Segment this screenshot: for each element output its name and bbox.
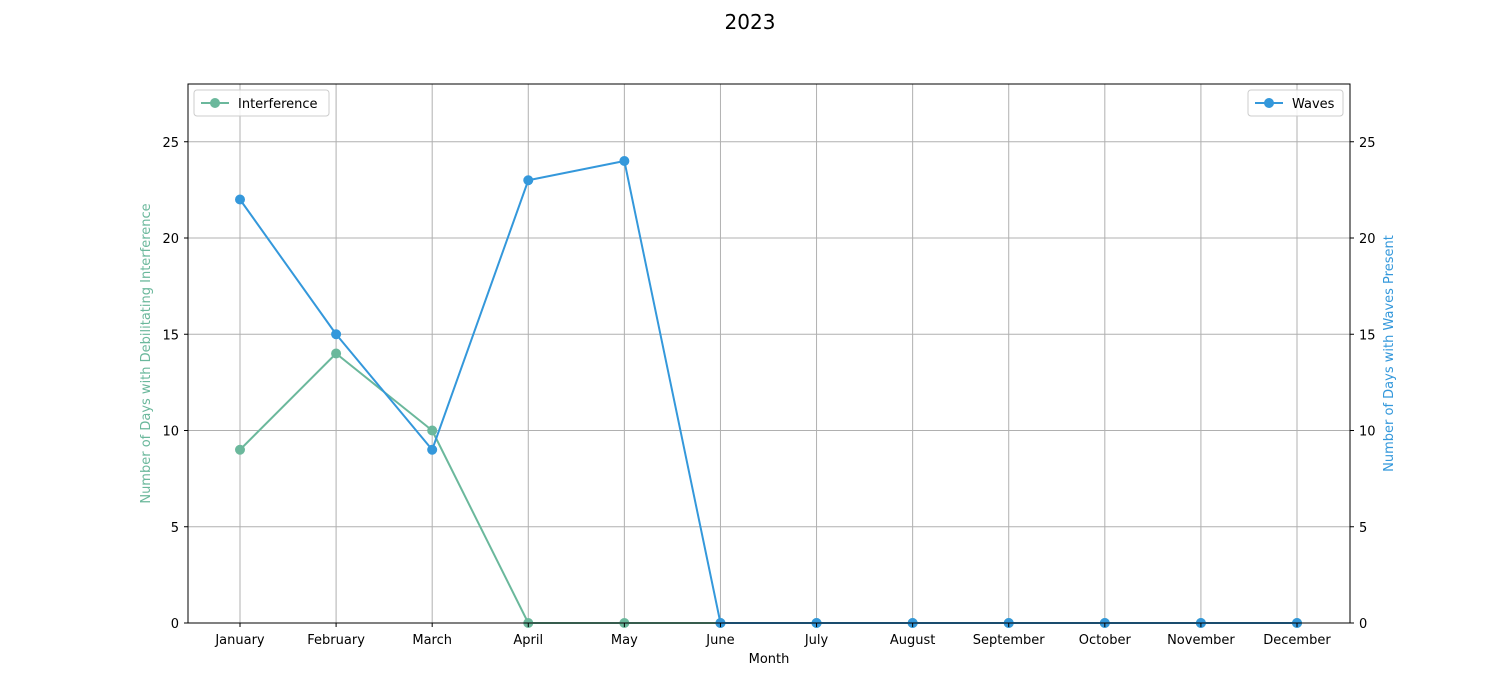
series-layer (235, 156, 1302, 628)
legend-box (1247, 89, 1344, 117)
data-point-waves (235, 194, 245, 205)
data-point-waves (523, 175, 534, 186)
data-point-waves (427, 444, 438, 455)
legend-label: Waves (1292, 97, 1335, 112)
y-tick-label-left: 25 (162, 136, 179, 151)
grid (188, 84, 1350, 623)
legend-marker (1264, 98, 1274, 108)
y-tick-label-left: 20 (162, 232, 179, 247)
x-tick-label: August (890, 633, 936, 648)
y-tick-label-right: 25 (1359, 136, 1376, 151)
x-tick-label: October (1079, 633, 1132, 648)
x-tick-label: June (705, 633, 734, 648)
data-point-interference (427, 425, 438, 436)
x-tick-label: May (611, 633, 638, 648)
axis-ticks: January February March April May June July Augu… (162, 136, 1375, 648)
x-tick-label: July (804, 633, 829, 648)
legend-waves: Waves (1247, 89, 1344, 117)
data-point-interference (331, 348, 342, 359)
y-tick-label-left: 0 (171, 617, 179, 632)
y-tick-label-right: 10 (1359, 425, 1376, 440)
y-axis-label-right: Number of Days with Waves Present (1382, 235, 1397, 472)
y-tick-label-right: 0 (1359, 617, 1367, 632)
y-tick-label-right: 20 (1359, 232, 1376, 247)
x-axis-label: Month (749, 652, 790, 667)
x-tick-label: April (513, 633, 543, 648)
x-tick-label: January (214, 633, 265, 648)
y-tick-label-left: 5 (171, 521, 179, 536)
x-tick-label: November (1167, 633, 1235, 648)
data-point-interference (235, 444, 245, 455)
plot-area-frame (187, 83, 1351, 624)
data-point-waves (619, 156, 630, 166)
legend-label: Interference (238, 97, 318, 112)
series-waves (235, 156, 1302, 628)
x-tick-label: February (307, 633, 365, 648)
series-line-waves (239, 160, 1297, 624)
series-line-interference (239, 352, 1297, 624)
x-tick-label: December (1263, 633, 1331, 648)
y-axis-label-left: Number of Days with Debilitating Interfe… (139, 203, 154, 503)
series-interference (235, 348, 1302, 628)
legend-interference: Interference (193, 89, 330, 117)
x-tick-label: March (412, 633, 452, 648)
y-tick-label-right: 5 (1359, 521, 1367, 536)
chart-title: 2023 (725, 10, 776, 34)
y-tick-label-left: 15 (162, 328, 179, 343)
legend-box (193, 89, 330, 117)
y-tick-label-right: 15 (1359, 328, 1376, 343)
x-tick-label: September (973, 633, 1046, 648)
legend-marker (210, 98, 220, 108)
legends: Interference Waves (193, 89, 1344, 117)
y-tick-label-left: 10 (162, 425, 179, 440)
data-point-waves (331, 329, 342, 340)
